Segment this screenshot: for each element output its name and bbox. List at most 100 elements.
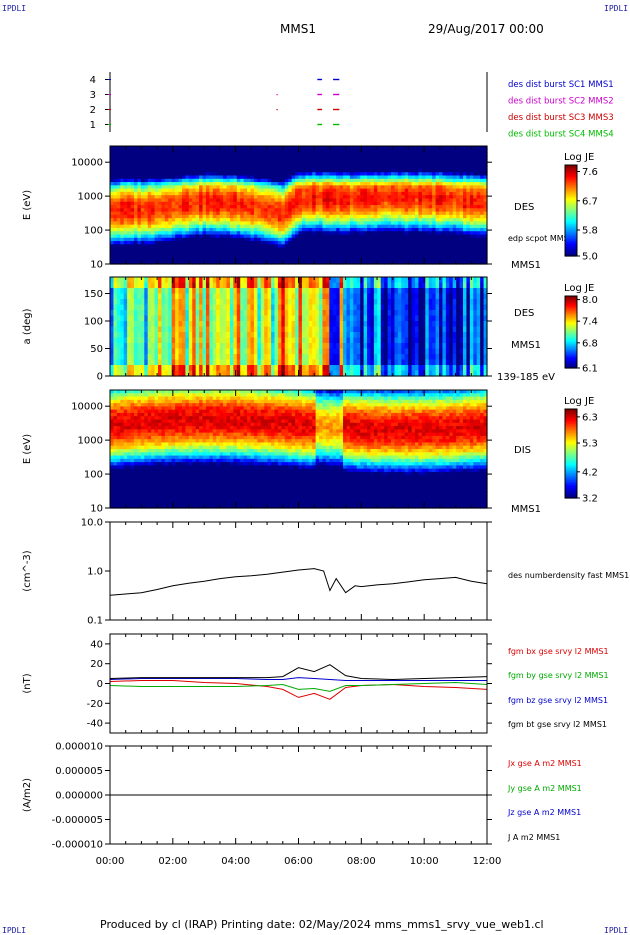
des-pitch-cell <box>158 299 162 305</box>
des-pitch-cell <box>230 283 234 289</box>
des-pitch-cell <box>206 343 210 349</box>
des-pitch-cell <box>189 310 193 316</box>
des-pitch-cell <box>110 299 114 305</box>
des-pitch-cell <box>185 365 189 371</box>
des-pitch-cell <box>271 288 275 294</box>
des-pitch-cell <box>244 338 248 344</box>
des-pitch-cell <box>144 277 148 283</box>
des-pitch-cell <box>220 332 224 338</box>
des-pitch-cell <box>148 299 152 305</box>
des-pitch-cell <box>223 321 227 327</box>
des-pitch-cell <box>223 327 227 333</box>
des-pitch-cell <box>168 310 172 316</box>
des-pitch-cell <box>161 365 165 371</box>
des-pitch-cell <box>237 277 241 283</box>
des-pitch-cell <box>175 360 179 366</box>
des-pitch-cell <box>223 365 227 371</box>
des-pitch-cell <box>189 294 193 300</box>
des-pitch-cell <box>124 316 128 322</box>
des-pitch-cell <box>131 305 135 311</box>
des-pitch-cell <box>155 332 159 338</box>
des-pitch-cell <box>254 321 258 327</box>
des-pitch-cell <box>182 327 186 333</box>
des-pitch-cell <box>179 277 183 283</box>
des-pitch-cell <box>209 294 213 300</box>
des-pitch-cell <box>144 338 148 344</box>
des-pitch-cell <box>117 321 121 327</box>
des-pitch-cell <box>134 321 138 327</box>
des-pitch-cell <box>213 327 217 333</box>
des-pitch-cell <box>233 349 237 355</box>
des-pitch-cell <box>134 277 138 283</box>
des-pitch-cell <box>271 294 275 300</box>
des-pitch-cell <box>271 343 275 349</box>
des-pitch-cell <box>206 305 210 311</box>
des-pitch-cell <box>134 338 138 344</box>
des-pitch-cell <box>257 288 261 294</box>
des-pitch-cell <box>161 360 165 366</box>
des-pitch-cell <box>179 283 183 289</box>
des-pitch-cell <box>141 343 145 349</box>
des-pitch-cell <box>141 305 145 311</box>
des-pitch-cell <box>268 305 272 311</box>
des-pitch-cell <box>227 294 231 300</box>
des-pitch-cell <box>124 294 128 300</box>
des-pitch-cell <box>220 360 224 366</box>
des-pitch-cell <box>216 299 220 305</box>
des-pitch-cell <box>175 294 179 300</box>
des-pitch-cell <box>213 305 217 311</box>
des-pitch-cell <box>117 349 121 355</box>
des-pitch-cell <box>151 277 155 283</box>
burst-marker <box>108 79 111 80</box>
des-pitch-cell <box>161 299 165 305</box>
des-pitch-cell <box>196 365 200 371</box>
des-pitch-cell <box>251 321 255 327</box>
des-pitch-cell <box>144 310 148 316</box>
des-pitch-cell <box>264 343 268 349</box>
des-pitch-cell <box>199 294 203 300</box>
des-pitch-cell <box>257 365 261 371</box>
des-pitch-cell <box>261 365 265 371</box>
des-pitch-cell <box>172 299 176 305</box>
burst-point-sc2 <box>277 94 278 95</box>
des-pitch-cell <box>113 349 117 355</box>
burst-legend-entry: des dist burst SC1 MMS1 <box>508 80 614 90</box>
des-pitch-cell <box>110 288 114 294</box>
des-pitch-cell <box>148 338 152 344</box>
des-pitch-cell <box>179 338 183 344</box>
des-pitch-cell <box>247 288 251 294</box>
des-pitch-cell <box>244 288 248 294</box>
des-pitch-cell <box>151 354 155 360</box>
des-pitch-cell <box>113 338 117 344</box>
des-pitch-cell <box>209 354 213 360</box>
des-pitch-cell <box>141 360 145 366</box>
des-pitch-cell <box>261 321 265 327</box>
burst-ytick-label: 4 <box>90 75 96 86</box>
des-pitch-cell <box>227 349 231 355</box>
des-pitch-cell <box>120 332 124 338</box>
des-pitch-cell <box>155 288 159 294</box>
des-pitch-cell <box>189 288 193 294</box>
des-pitch-cell <box>199 321 203 327</box>
des-pitch-cell <box>175 343 179 349</box>
des-pitch-cell <box>254 288 258 294</box>
des-pitch-cell <box>172 321 176 327</box>
des-pitch-cell <box>165 310 169 316</box>
des-pitch-cell <box>131 283 135 289</box>
des-pitch-cell <box>227 310 231 316</box>
des-pitch-cell <box>131 354 135 360</box>
des-pitch-cell <box>175 310 179 316</box>
des-pitch-cell <box>161 288 165 294</box>
des-pitch-cell <box>165 354 169 360</box>
des-pitch-cell <box>244 283 248 289</box>
des-pitch-cell <box>113 327 117 333</box>
des-pitch-cell <box>251 354 255 360</box>
des-pitch-cell <box>110 316 114 322</box>
des-pitch-cell <box>168 360 172 366</box>
des-pitch-cell <box>216 294 220 300</box>
des-pitch-cell <box>117 294 121 300</box>
des-pitch-cell <box>137 310 141 316</box>
des-pitch-cell <box>230 305 234 311</box>
des-pitch-cell <box>227 343 231 349</box>
des-pitch-cell <box>127 338 131 344</box>
